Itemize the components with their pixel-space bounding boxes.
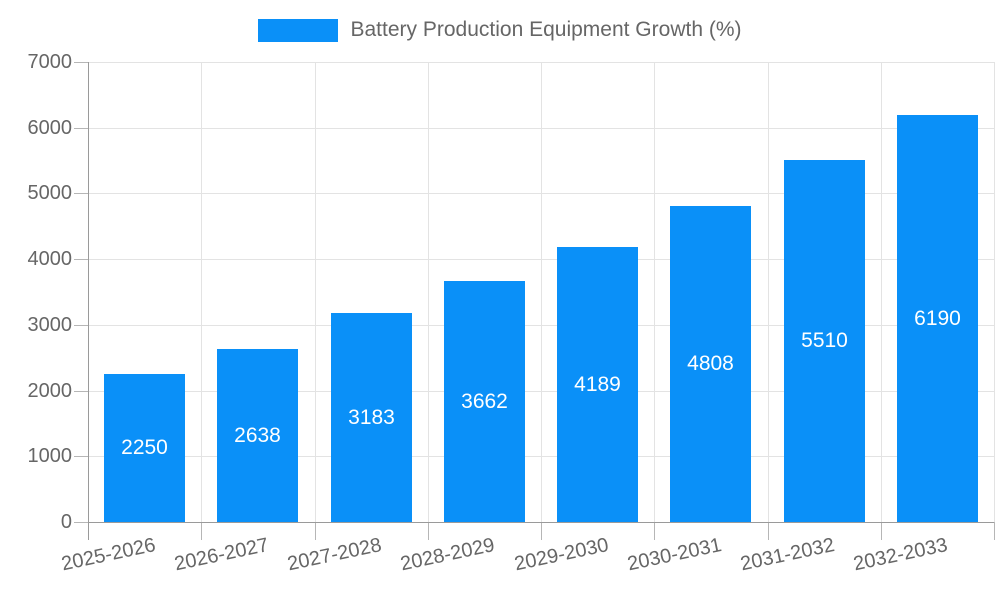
x-tick [201, 522, 202, 540]
y-tick-label: 3000 [27, 314, 73, 336]
bar[interactable]: 3662 [444, 281, 525, 522]
x-gridline [654, 62, 655, 522]
x-tick [315, 522, 316, 540]
legend-swatch-icon [258, 18, 339, 42]
x-gridline [428, 62, 429, 522]
bar[interactable]: 4189 [557, 247, 638, 522]
bar-value-label: 6190 [914, 306, 961, 330]
y-tick-label: 0 [60, 511, 72, 533]
x-gridline [315, 62, 316, 522]
y-axis-line [88, 62, 89, 540]
x-tick [881, 522, 882, 540]
x-tick [768, 522, 769, 540]
bar-value-label: 2638 [234, 423, 281, 447]
x-tick [654, 522, 655, 540]
bar-value-label: 4189 [574, 372, 621, 396]
bar-value-label: 2250 [121, 436, 168, 459]
bar[interactable]: 2250 [104, 374, 185, 522]
y-tick-label: 6000 [27, 117, 73, 139]
bar[interactable]: 5510 [784, 160, 865, 522]
y-tick-label: 2000 [27, 380, 73, 402]
y-tick [74, 62, 88, 63]
y-tick-label: 5000 [27, 182, 73, 204]
y-tick [74, 259, 88, 260]
bar[interactable]: 4808 [670, 206, 751, 522]
y-tick [74, 128, 88, 129]
bar[interactable]: 3183 [331, 313, 412, 522]
x-gridline [541, 62, 542, 522]
y-tick [74, 391, 88, 392]
x-gridline [881, 62, 882, 522]
bar[interactable]: 2638 [217, 349, 298, 522]
bar[interactable]: 6190 [897, 115, 978, 522]
y-tick [74, 522, 88, 523]
bar-value-label: 3183 [348, 405, 395, 429]
y-tick [74, 456, 88, 457]
bar-value-label: 5510 [801, 329, 848, 352]
x-gridline [201, 62, 202, 522]
x-gridline [768, 62, 769, 522]
y-tick [74, 325, 88, 326]
x-tick [994, 522, 995, 540]
x-axis-line [88, 522, 994, 523]
y-tick-label: 1000 [27, 445, 73, 467]
legend-label: Battery Production Equipment Growth (%) [350, 18, 742, 41]
bar-value-label: 3662 [461, 389, 508, 413]
bar-value-label: 4808 [687, 352, 734, 375]
y-tick-label: 7000 [27, 51, 73, 73]
x-gridline [994, 62, 995, 522]
legend[interactable]: Battery Production Equipment Growth (%) [0, 18, 1000, 42]
y-tick-label: 4000 [27, 248, 73, 270]
y-tick [74, 193, 88, 194]
x-tick [428, 522, 429, 540]
x-tick [541, 522, 542, 540]
